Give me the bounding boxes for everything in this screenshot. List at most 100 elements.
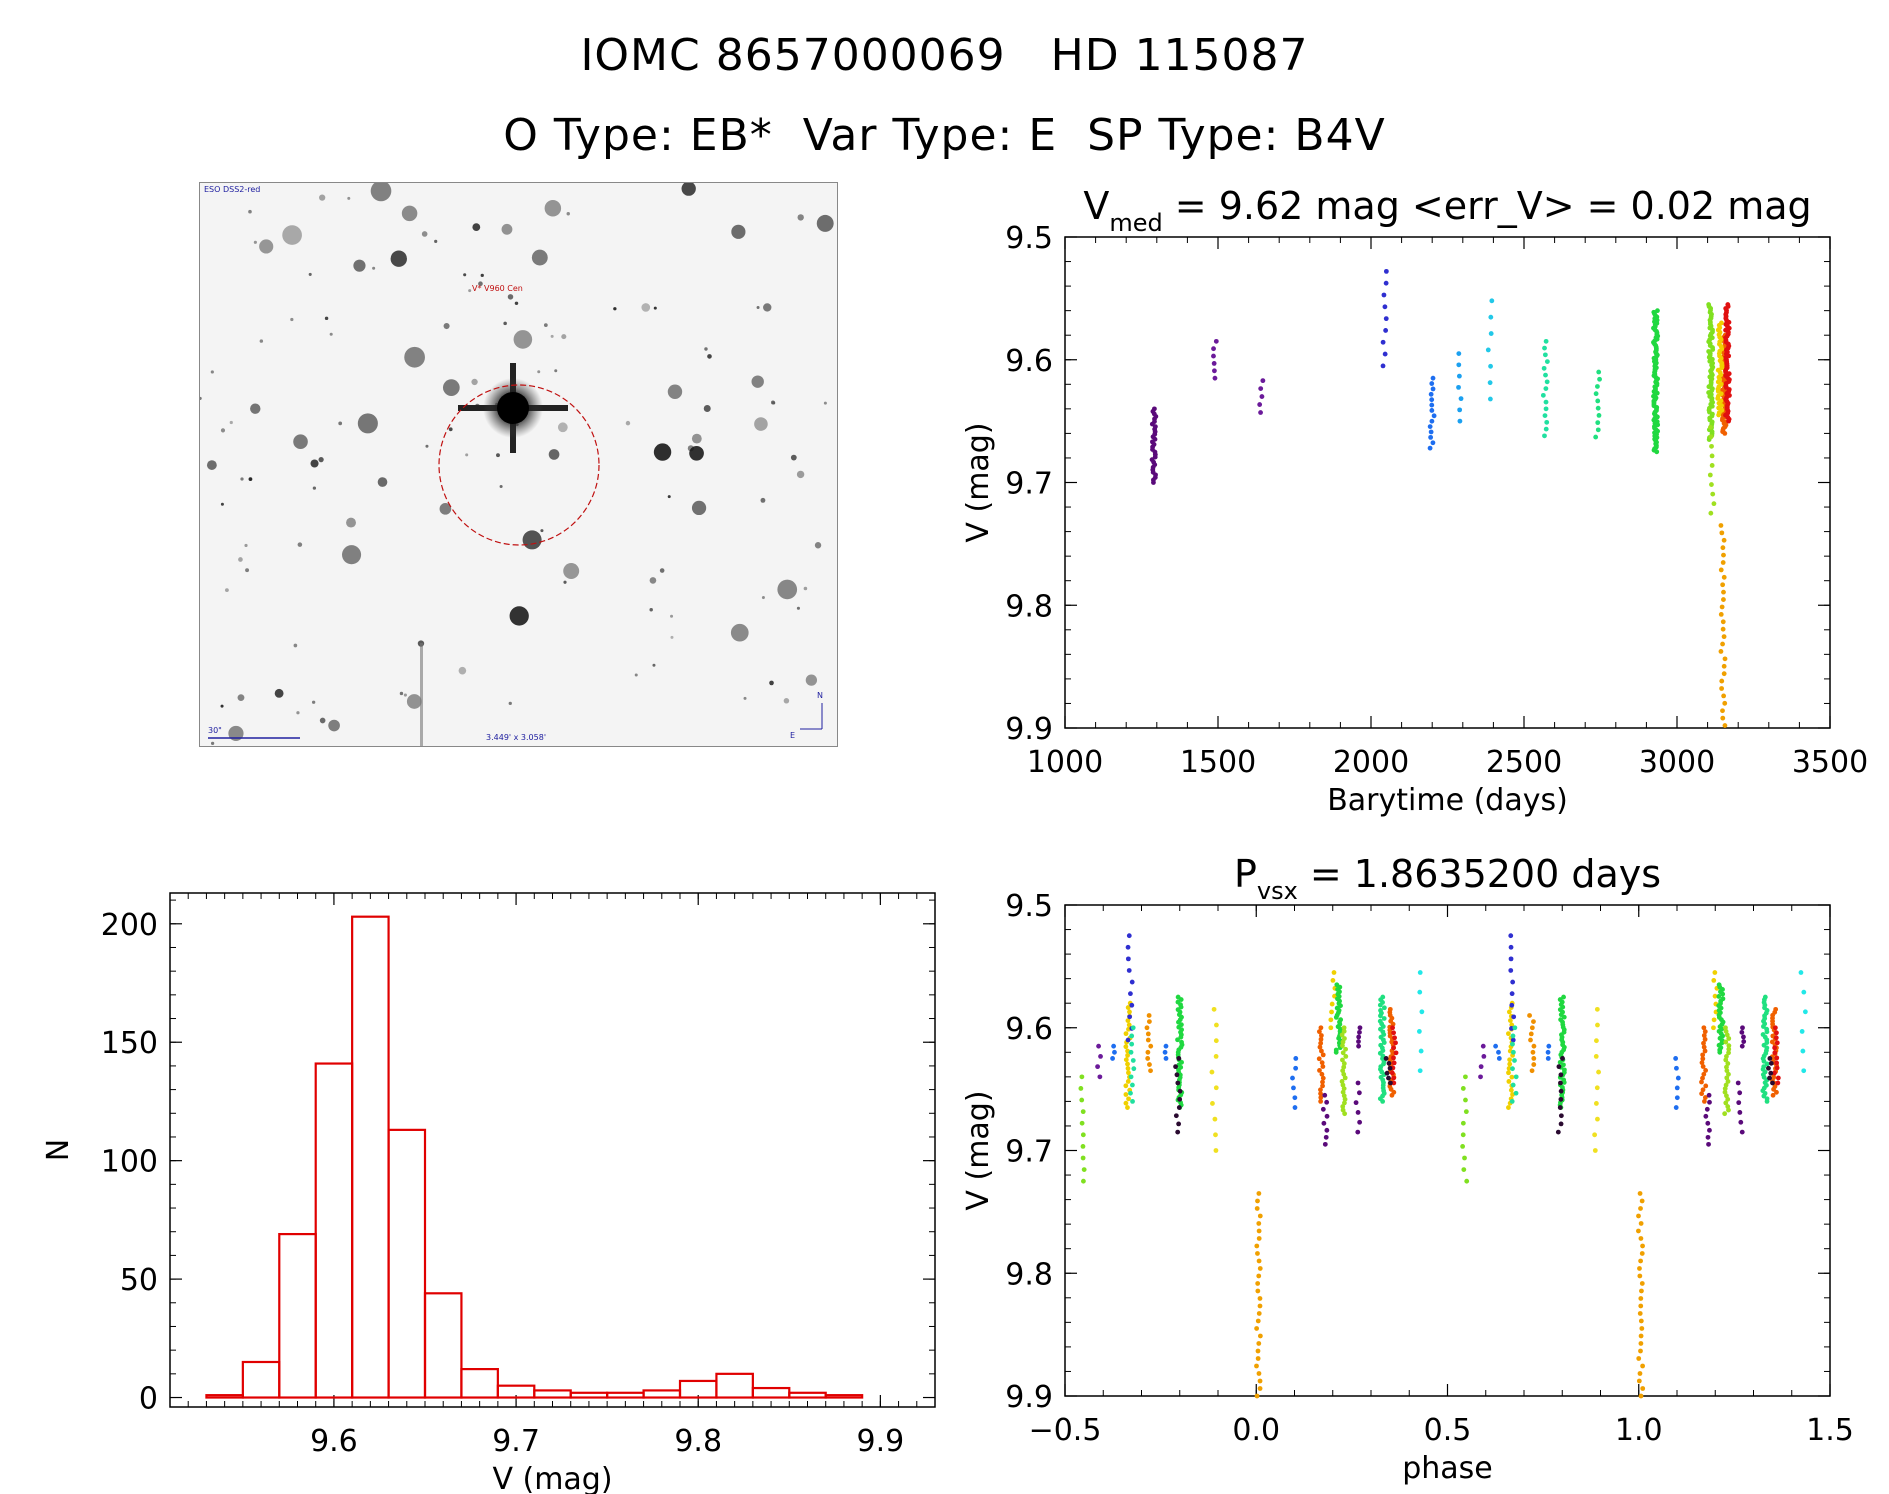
data-point xyxy=(1721,574,1727,580)
data-point xyxy=(1293,1056,1299,1061)
data-point xyxy=(1178,1034,1184,1040)
x-tick-label: 1.0 xyxy=(1615,1413,1663,1448)
data-point xyxy=(1651,339,1656,345)
data-point xyxy=(1717,1010,1723,1016)
data-point xyxy=(1721,552,1726,558)
field-star xyxy=(513,330,533,349)
data-point xyxy=(1723,401,1729,406)
y-tick-label: 9.5 xyxy=(1005,889,1053,924)
field-star xyxy=(290,317,294,322)
data-point xyxy=(1723,1028,1729,1034)
data-point xyxy=(1721,402,1727,408)
data-point xyxy=(1331,970,1337,975)
data-point xyxy=(1723,369,1729,375)
data-point xyxy=(1651,447,1657,453)
data-point xyxy=(1260,378,1266,384)
data-point xyxy=(1722,389,1728,395)
field-star xyxy=(220,502,224,506)
data-point xyxy=(1767,1056,1773,1061)
data-point xyxy=(1654,381,1660,387)
field-star xyxy=(544,200,562,217)
data-point xyxy=(1637,1191,1643,1196)
data-point xyxy=(1703,1067,1709,1073)
data-point xyxy=(1557,1075,1563,1080)
data-point xyxy=(1708,323,1714,329)
field-star xyxy=(259,339,264,343)
data-point xyxy=(1707,1127,1712,1133)
data-point xyxy=(1381,1058,1387,1064)
data-point xyxy=(1720,708,1725,714)
data-point xyxy=(1336,1001,1342,1006)
data-point xyxy=(1770,1078,1775,1083)
data-point xyxy=(1772,1083,1778,1089)
data-point xyxy=(1509,1026,1514,1032)
data-point xyxy=(1707,351,1713,356)
data-point xyxy=(1381,1040,1387,1045)
data-point xyxy=(1337,984,1343,990)
data-point xyxy=(1718,567,1724,573)
data-point xyxy=(1126,1026,1131,1032)
data-point xyxy=(1209,1069,1215,1075)
data-point xyxy=(1335,991,1341,997)
data-point xyxy=(1741,1039,1747,1044)
data-point xyxy=(1707,417,1713,423)
data-point xyxy=(1389,1048,1395,1054)
data-point xyxy=(1559,1095,1565,1100)
data-point xyxy=(1718,337,1724,342)
data-point xyxy=(1722,424,1728,430)
data-point xyxy=(1337,1021,1343,1027)
data-point xyxy=(1705,1134,1711,1140)
data-point xyxy=(1258,386,1264,391)
data-point xyxy=(1178,1002,1183,1007)
data-point xyxy=(1716,412,1722,418)
data-point xyxy=(1081,1178,1086,1184)
data-point xyxy=(1709,403,1715,409)
data-point xyxy=(1720,357,1726,363)
data-point xyxy=(1773,1006,1779,1012)
data-point xyxy=(1149,457,1155,463)
data-point xyxy=(1597,376,1602,382)
x-tick-label: 9.8 xyxy=(674,1424,722,1459)
data-point xyxy=(1431,413,1437,419)
data-point xyxy=(1543,338,1549,344)
data-point xyxy=(1640,1363,1646,1369)
data-point xyxy=(1725,331,1731,337)
data-point xyxy=(1556,1064,1562,1070)
data-point xyxy=(1175,994,1181,1000)
data-point xyxy=(1145,1049,1151,1055)
data-point xyxy=(1342,1036,1347,1041)
data-point xyxy=(1719,363,1725,368)
data-point xyxy=(1775,1080,1781,1086)
data-point xyxy=(1653,379,1659,385)
data-point xyxy=(1799,1029,1805,1034)
data-point xyxy=(1127,1000,1133,1006)
data-point xyxy=(1722,339,1727,345)
data-point xyxy=(1511,1014,1517,1020)
data-point xyxy=(1429,397,1435,403)
x-tick-label: 1.5 xyxy=(1806,1413,1854,1448)
data-point xyxy=(1509,991,1515,997)
data-point xyxy=(1723,407,1729,413)
data-point xyxy=(1557,1105,1563,1110)
field-star xyxy=(319,717,326,724)
data-point xyxy=(1707,358,1713,364)
data-point xyxy=(1558,1012,1564,1018)
data-point xyxy=(1651,389,1657,394)
data-point xyxy=(1708,378,1714,384)
y-tick-label: 50 xyxy=(120,1263,158,1298)
data-point xyxy=(1653,354,1659,360)
data-point xyxy=(1724,395,1730,400)
data-point xyxy=(1638,1348,1643,1354)
data-point xyxy=(1457,407,1463,413)
data-point xyxy=(1706,339,1712,345)
data-point xyxy=(1381,1090,1387,1096)
data-point xyxy=(1760,1032,1766,1037)
data-point xyxy=(1719,356,1725,361)
data-point xyxy=(1510,1037,1516,1043)
data-point xyxy=(1506,1009,1512,1015)
data-point xyxy=(1542,345,1547,351)
data-point xyxy=(1543,426,1549,432)
data-point xyxy=(1528,1037,1533,1043)
data-point xyxy=(1340,1050,1346,1056)
data-point xyxy=(1593,1101,1599,1106)
